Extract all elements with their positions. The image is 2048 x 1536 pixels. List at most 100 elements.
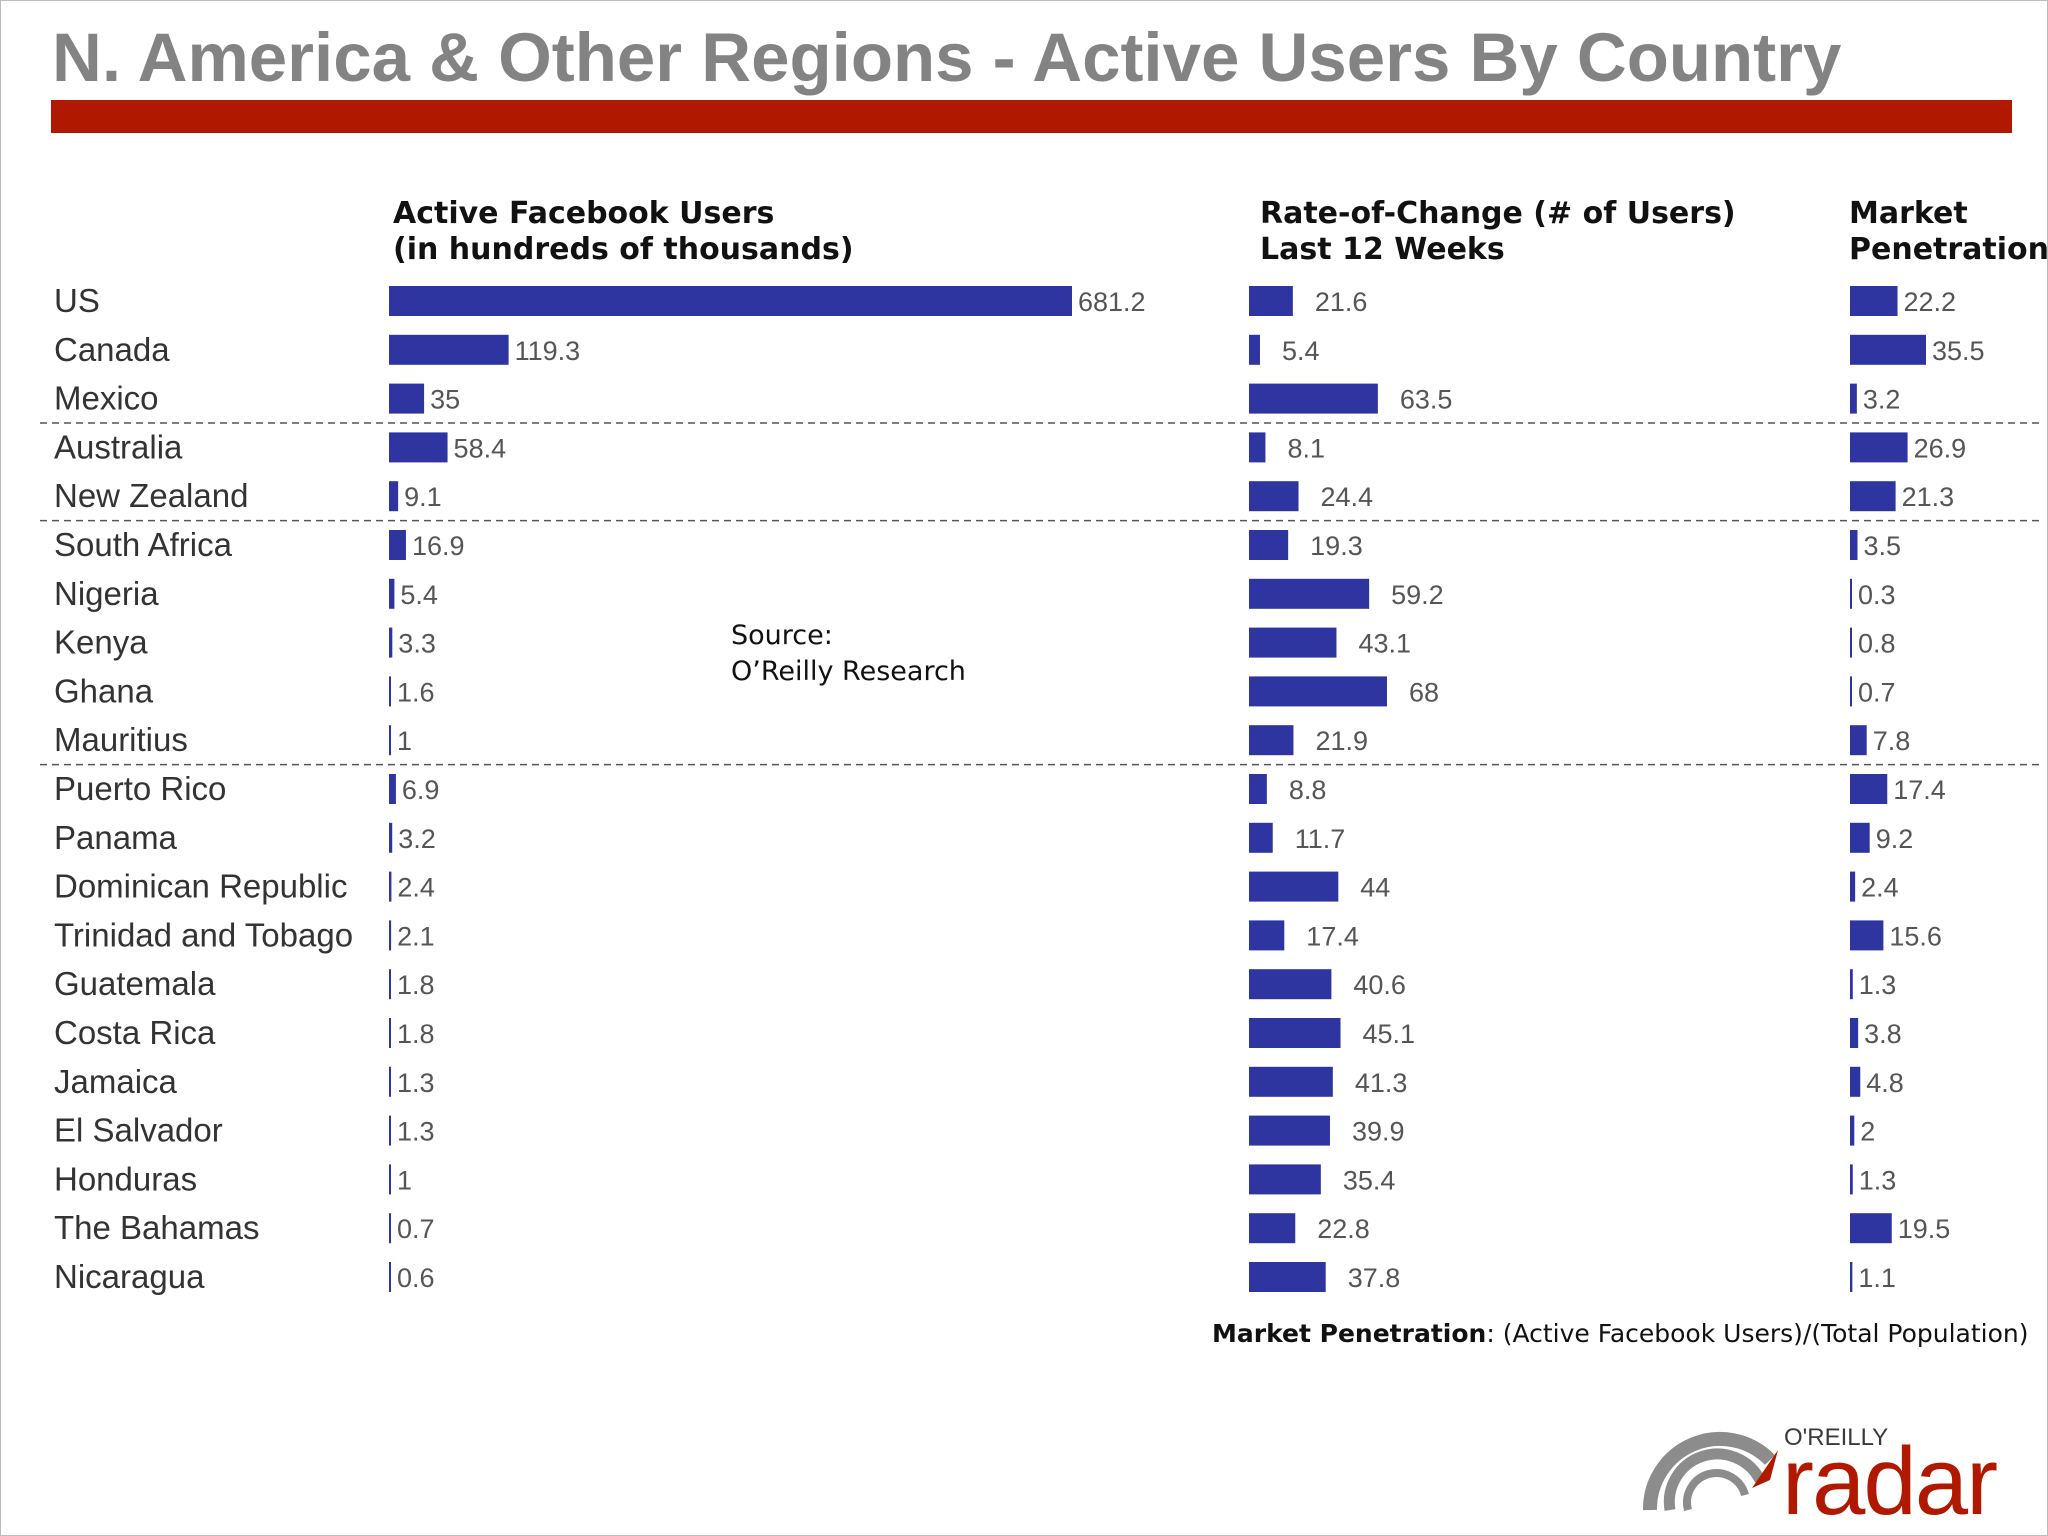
users-value-label-mauritius: 1 (397, 726, 412, 756)
penetration-value-label-nigeria: 0.3 (1858, 580, 1896, 610)
users-value-label-honduras: 1 (397, 1165, 412, 1195)
users-bar-canada (389, 334, 509, 365)
country-label-kenya: Kenya (54, 624, 148, 661)
country-label-ghana: Ghana (54, 672, 154, 709)
users-value-label-nigeria: 5.4 (400, 580, 438, 610)
penetration-bar-costa-rica (1850, 1018, 1859, 1048)
penetration-bar-canada (1850, 334, 1926, 365)
users-value-label-guatemala: 1.8 (397, 970, 435, 1000)
change-header-line-1: Rate-of-Change (# of Users) (1260, 196, 1736, 231)
users-value-label-the-bahamas: 0.7 (397, 1214, 435, 1244)
change-value-label-canada: 5.4 (1282, 336, 1320, 366)
source-label: Source: (731, 620, 833, 651)
users-value-label-australia: 58.4 (454, 433, 507, 463)
logo-wordmark: radar (1782, 1428, 1998, 1535)
change-value-label-kenya: 43.1 (1358, 629, 1411, 659)
radar-arcs-icon (1642, 1431, 1775, 1512)
change-value-label-nigeria: 59.2 (1391, 580, 1444, 610)
penetration-bar-us (1850, 286, 1898, 316)
change-bar-mauritius (1249, 725, 1294, 756)
penetration-value-label-australia: 26.9 (1914, 433, 1967, 463)
users-bar-nigeria (389, 578, 395, 609)
penetration-bar-new-zealand (1850, 481, 1896, 512)
penetration-value-label-the-bahamas: 19.5 (1898, 1214, 1951, 1244)
change-value-label-costa-rica: 45.1 (1363, 1019, 1416, 1049)
users-value-label-el-salvador: 1.3 (397, 1117, 435, 1147)
penetration-bar-kenya (1850, 627, 1852, 658)
users-column-header: Active Facebook Users (in hundreds of th… (393, 196, 854, 268)
users-bar-honduras (389, 1164, 391, 1195)
change-bar-mexico (1249, 383, 1378, 414)
users-value-label-south-africa: 16.9 (412, 531, 465, 561)
footnote-term: Market Penetration (1212, 1319, 1487, 1348)
source-note: Source: O’Reilly Research (731, 618, 966, 690)
penetration-column-header: Market Penetration (1849, 196, 2048, 268)
users-bar-mauritius (389, 725, 391, 756)
penetration-value-label-panama: 9.2 (1876, 824, 1914, 854)
change-bar-new-zealand (1249, 481, 1299, 512)
penetration-bar-el-salvador (1850, 1115, 1855, 1146)
change-bar-panama (1249, 822, 1273, 853)
users-bar-south-africa (389, 530, 406, 560)
change-value-label-guatemala: 40.6 (1353, 970, 1406, 1000)
change-value-label-nicaragua: 37.8 (1348, 1263, 1401, 1293)
country-label-new-zealand: New Zealand (54, 477, 248, 514)
change-bar-el-salvador (1249, 1115, 1330, 1146)
penetration-bar-guatemala (1850, 969, 1853, 1000)
change-value-label-australia: 8.1 (1287, 433, 1325, 463)
users-value-label-ghana: 1.6 (397, 677, 435, 707)
change-value-label-puerto-rico: 8.8 (1289, 775, 1327, 805)
country-label-jamaica: Jamaica (54, 1063, 178, 1100)
users-value-label-puerto-rico: 6.9 (402, 775, 440, 805)
penetration-bar-jamaica (1850, 1066, 1861, 1097)
users-bar-mexico (389, 383, 425, 414)
users-bar-australia (389, 432, 448, 463)
penetration-value-label-guatemala: 1.3 (1859, 970, 1897, 1000)
country-label-south-africa: South Africa (54, 526, 233, 563)
penetration-value-label-honduras: 1.3 (1859, 1165, 1897, 1195)
change-bar-nigeria (1249, 578, 1370, 609)
penetration-bar-honduras (1850, 1164, 1853, 1195)
penetration-bar-mauritius (1850, 725, 1867, 756)
users-bar-jamaica (389, 1066, 391, 1097)
change-bar-puerto-rico (1249, 774, 1267, 804)
users-value-label-canada: 119.3 (515, 336, 581, 366)
penetration-header-line-2: Penetration (1849, 232, 2048, 267)
country-label-el-salvador: El Salvador (54, 1112, 223, 1149)
penetration-value-label-trinidad-and-tobago: 15.6 (1889, 921, 1942, 951)
change-bar-canada (1249, 334, 1260, 365)
change-value-label-ghana: 68 (1409, 677, 1439, 707)
change-header-line-2: Last 12 Weeks (1260, 232, 1505, 267)
slide-title: N. America & Other Regions - Active User… (52, 19, 1842, 96)
source-name: O’Reilly Research (731, 656, 966, 687)
penetration-value-label-south-africa: 3.5 (1863, 531, 1901, 561)
users-bar-guatemala (389, 969, 391, 1000)
change-value-label-south-africa: 19.3 (1310, 531, 1363, 561)
users-bar-kenya (389, 627, 393, 658)
users-value-label-dominican-republic: 2.4 (397, 873, 435, 903)
penetration-header-line-1: Market (1849, 196, 1968, 231)
penetration-value-label-canada: 35.5 (1932, 336, 1985, 366)
users-value-label-kenya: 3.3 (398, 629, 436, 659)
country-label-honduras: Honduras (54, 1160, 197, 1197)
penetration-bar-trinidad-and-tobago (1850, 920, 1884, 951)
country-label-mauritius: Mauritius (54, 721, 188, 758)
users-value-label-nicaragua: 0.6 (397, 1263, 435, 1293)
country-label-us: US (54, 282, 100, 319)
penetration-value-label-mexico: 3.2 (1863, 385, 1901, 415)
penetration-value-label-us: 22.2 (1904, 287, 1957, 317)
users-bar-trinidad-and-tobago (389, 920, 392, 951)
users-bar-the-bahamas (389, 1213, 391, 1244)
penetration-value-label-costa-rica: 3.8 (1864, 1019, 1902, 1049)
logo-brand-text: O'REILLY (1784, 1424, 1889, 1451)
title-underline-bar (51, 100, 2012, 133)
users-bar-puerto-rico (389, 774, 396, 804)
change-bar-kenya (1249, 627, 1337, 658)
users-value-label-panama: 3.2 (398, 824, 436, 854)
country-label-guatemala: Guatemala (54, 965, 216, 1002)
change-value-label-new-zealand: 24.4 (1321, 482, 1374, 512)
country-label-canada: Canada (54, 331, 170, 368)
penetration-bar-dominican-republic (1850, 871, 1856, 902)
change-value-label-el-salvador: 39.9 (1352, 1117, 1405, 1147)
